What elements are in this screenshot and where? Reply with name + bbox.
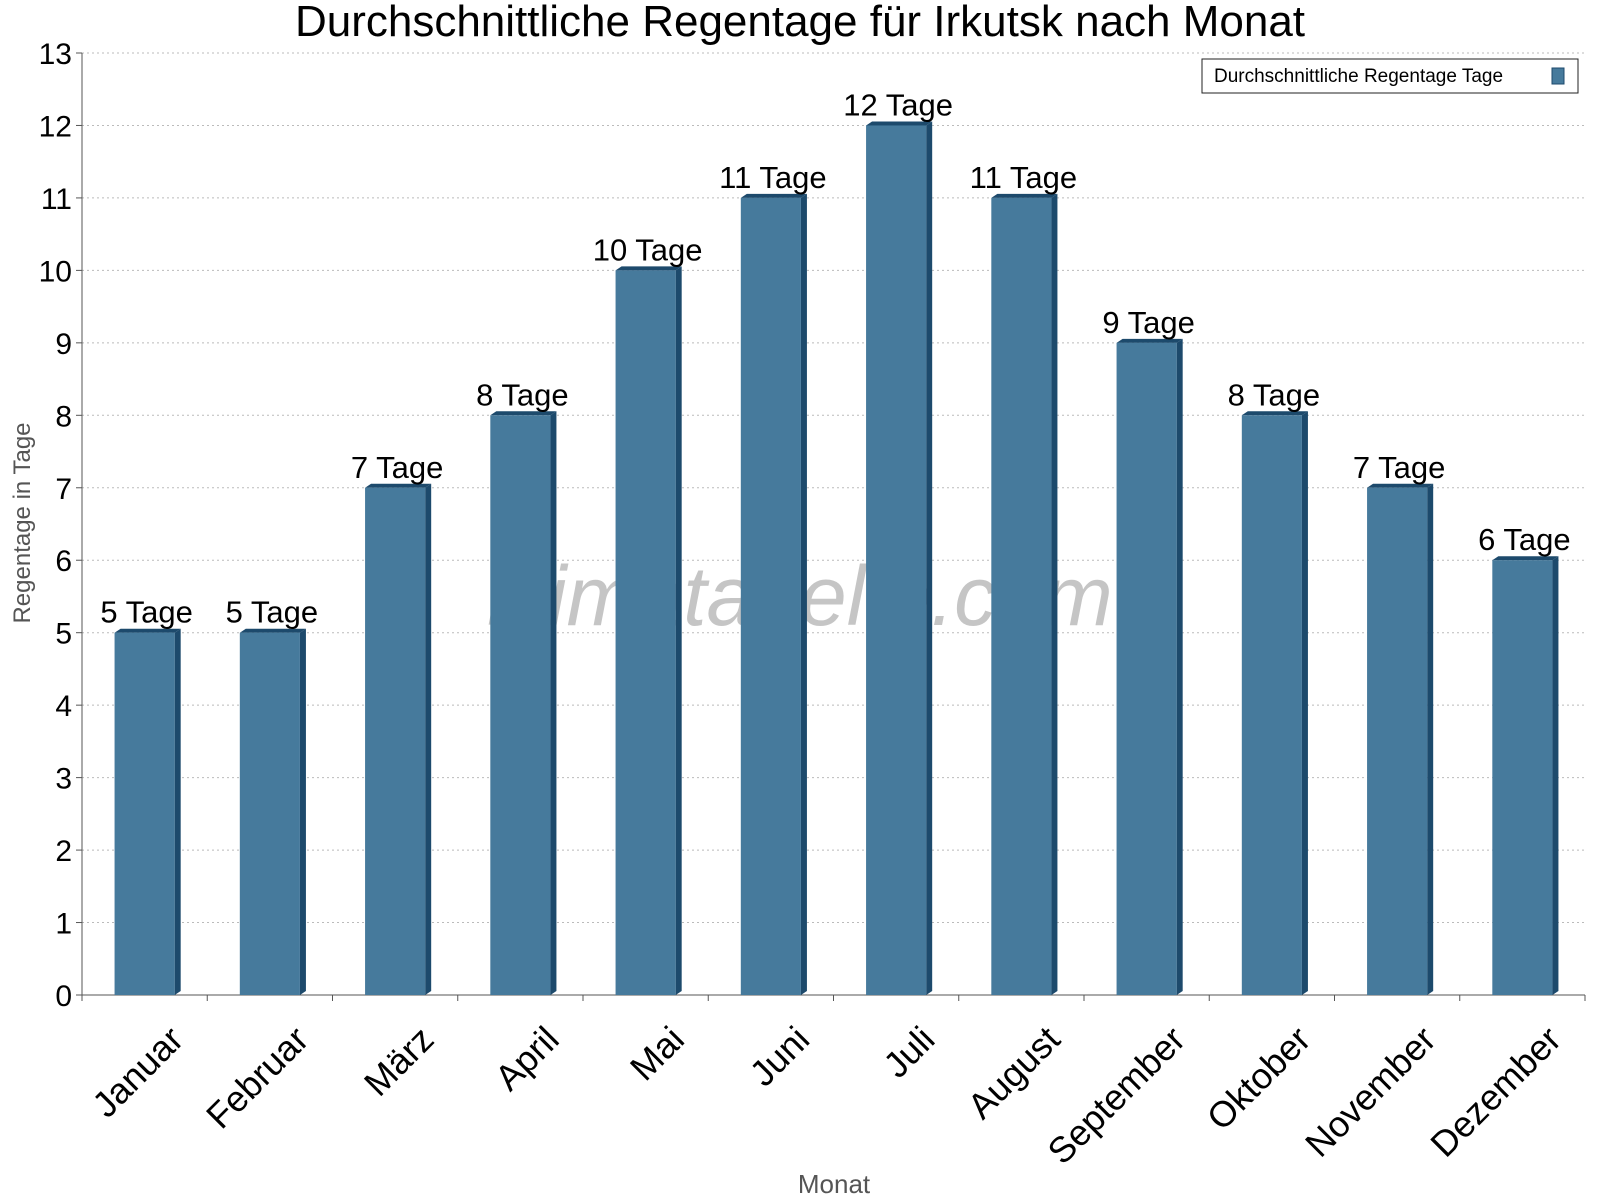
data-label: 6 Tage [1478,522,1571,557]
bar-side [1427,483,1434,995]
data-label: 9 Tage [1102,305,1195,340]
x-tick-label: April [487,1018,567,1098]
bar [365,483,432,995]
bar [740,193,807,995]
x-tick-label: Januar [84,1018,191,1125]
bar-front [490,415,551,995]
bar-side [299,628,306,995]
y-tick-label: 8 [55,400,72,433]
bar-front [1241,415,1302,995]
y-tick-label: 12 [39,110,72,143]
y-tick-label: 13 [39,38,72,71]
y-tick-label: 10 [39,255,72,288]
bar [1116,338,1183,995]
bar-top [490,411,557,416]
bar-front [866,125,927,995]
bar-side [174,628,181,995]
x-tick-label: Februar [198,1018,316,1136]
bar [114,628,181,995]
x-tick-label: Oktober [1199,1018,1319,1138]
x-axis-label: Monat [798,1169,871,1199]
x-tick-label: März [356,1018,442,1104]
bar-side [675,266,682,995]
bar-front [740,197,801,995]
bar [1367,483,1434,995]
x-tick-label: Juli [875,1018,942,1085]
y-tick-label: 9 [55,328,72,361]
bar-side [926,121,933,995]
bar-front [615,270,676,995]
bar-top [114,628,181,633]
x-tick-label: Dezember [1422,1018,1568,1164]
bar [1241,411,1308,995]
bar-side [425,483,432,995]
data-label: 10 Tage [593,232,703,267]
data-label: 5 Tage [226,595,319,630]
bar-front [991,197,1052,995]
y-tick-label: 5 [55,618,72,651]
bar [615,266,682,995]
bar-side [800,193,807,995]
bar-top [1241,411,1308,416]
data-label: 7 Tage [1353,450,1446,485]
data-label: 11 Tage [970,160,1077,195]
data-label: 11 Tage [719,160,826,195]
bar-side [1301,411,1308,995]
bar-top [991,193,1058,198]
y-axis-label: Regentage in Tage [9,422,36,623]
data-label: 8 Tage [1228,377,1321,412]
legend-swatch [1551,67,1565,85]
bar-side [550,411,557,995]
bar [991,193,1058,995]
data-label: 8 Tage [476,377,569,412]
bar [239,628,306,995]
y-tick-label: 1 [55,908,72,941]
bar-front [365,487,426,995]
bar-top [239,628,306,633]
x-tick-label: Juni [742,1018,818,1094]
bar [866,121,933,995]
y-tick-label: 11 [41,183,72,216]
bar-top [1116,338,1183,343]
legend-label: Durchschnittliche Regentage Tage [1214,66,1503,87]
bar-front [114,632,175,995]
bar-front [1492,560,1553,995]
bar-top [1492,556,1559,561]
bar-top [365,483,432,488]
legend-box [1201,58,1579,94]
y-tick-label: 3 [55,763,72,796]
y-tick-label: 6 [55,545,72,578]
bar-side [1552,556,1559,995]
x-tick-label: September [1039,1018,1193,1172]
chart-title: Durchschnittliche Regentage für Irkutsk … [295,0,1305,46]
y-tick-label: 4 [55,690,72,723]
bar-front [239,632,300,995]
bar [1492,556,1559,995]
bar [490,411,557,995]
bar-front [1367,487,1428,995]
data-label: 12 Tage [843,87,953,122]
bar-top [740,193,807,198]
data-label: 7 Tage [351,450,444,485]
y-tick-label: 7 [55,473,72,506]
legend: Durchschnittliche Regentage Tage [1201,58,1579,94]
data-label: 5 Tage [100,595,193,630]
y-tick-label: 0 [55,980,72,1013]
bar-top [866,121,933,126]
x-tick-label: November [1297,1018,1443,1164]
bar-side [1051,193,1058,995]
x-tick-label: Mai [622,1018,692,1088]
bar-side [1176,338,1183,995]
bar-top [1367,483,1434,488]
x-tick-label: August [959,1018,1067,1126]
bar-front [1116,342,1177,995]
y-tick-label: 2 [55,835,72,868]
bar-top [615,266,682,271]
